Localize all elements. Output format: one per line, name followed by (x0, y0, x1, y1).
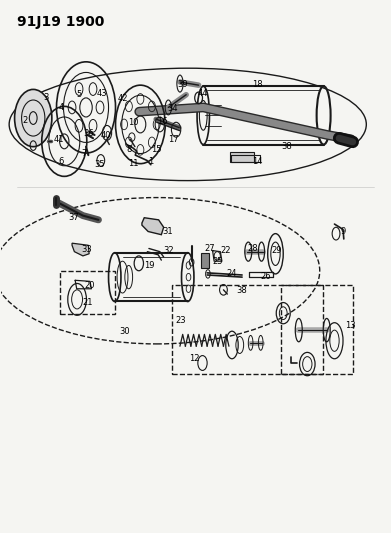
Text: 18: 18 (252, 79, 263, 88)
Ellipse shape (14, 90, 52, 147)
Text: 40: 40 (100, 131, 111, 140)
Text: 34: 34 (167, 104, 178, 113)
Text: 16: 16 (157, 117, 168, 126)
Text: 44: 44 (198, 89, 208, 98)
Text: 4: 4 (59, 103, 64, 112)
Text: 1: 1 (148, 157, 154, 166)
Text: 35: 35 (95, 160, 105, 169)
Text: 24: 24 (227, 269, 237, 278)
Text: 36: 36 (83, 130, 94, 139)
Text: 28: 28 (248, 244, 258, 253)
Text: 41: 41 (53, 135, 64, 144)
Text: 30: 30 (120, 327, 130, 336)
Text: 22: 22 (221, 246, 231, 255)
Text: 7: 7 (82, 149, 87, 158)
Bar (230, 152, 254, 161)
Text: 39: 39 (178, 79, 188, 88)
Text: 23: 23 (176, 316, 186, 325)
Text: 33: 33 (81, 245, 92, 254)
Text: 8: 8 (127, 146, 132, 155)
Polygon shape (72, 243, 89, 256)
Text: 12: 12 (190, 354, 200, 364)
Text: 29: 29 (272, 246, 282, 255)
Text: 32: 32 (164, 246, 174, 255)
Text: 2: 2 (22, 116, 27, 125)
Bar (172, 285, 323, 374)
Text: 38: 38 (236, 286, 247, 295)
Bar (201, 253, 210, 268)
Text: 91J19 1900: 91J19 1900 (17, 14, 104, 29)
Text: 25: 25 (212, 257, 222, 265)
Text: 15: 15 (151, 146, 162, 155)
Text: 9: 9 (341, 227, 346, 236)
Text: 14: 14 (252, 157, 263, 166)
Text: 6: 6 (58, 157, 63, 166)
Text: 10: 10 (128, 118, 139, 127)
Text: 3: 3 (43, 93, 49, 102)
Text: 26: 26 (260, 271, 271, 280)
Text: 17: 17 (168, 135, 178, 144)
Text: 27: 27 (204, 244, 215, 253)
Text: 37: 37 (68, 213, 79, 222)
Text: 5: 5 (76, 90, 82, 99)
Text: 42: 42 (117, 94, 128, 103)
Bar (60, 271, 115, 314)
Polygon shape (142, 217, 164, 235)
Text: 43: 43 (96, 89, 107, 98)
Bar (281, 285, 353, 374)
Text: 13: 13 (346, 321, 356, 330)
Text: 21: 21 (83, 298, 93, 307)
Text: 31: 31 (162, 227, 173, 236)
Text: 20: 20 (85, 281, 95, 290)
Text: 38: 38 (282, 142, 292, 151)
Text: 11: 11 (128, 159, 139, 168)
Text: 19: 19 (143, 261, 154, 270)
